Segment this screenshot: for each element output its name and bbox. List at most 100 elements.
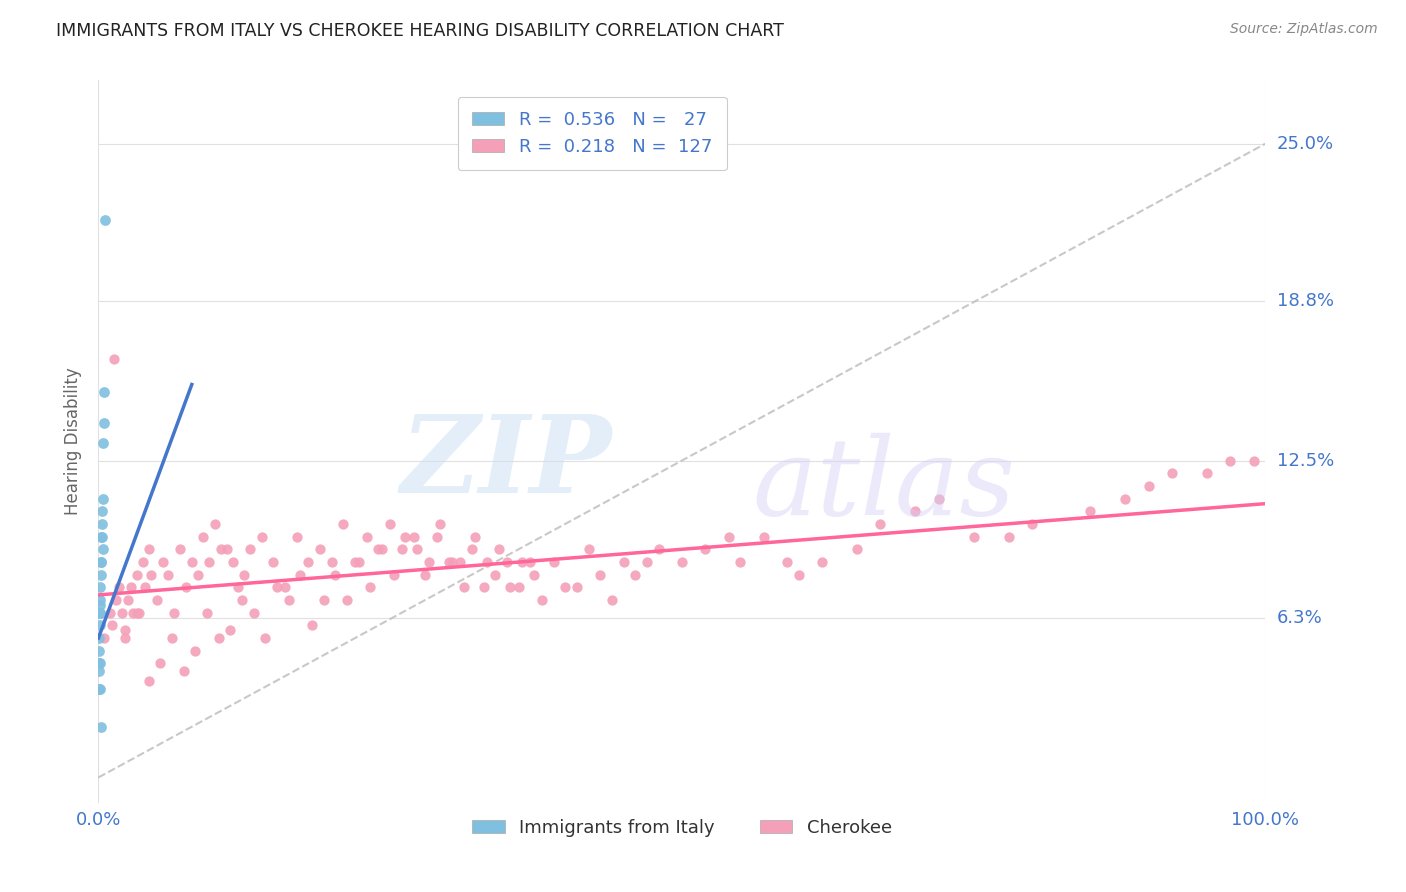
Point (464, 530, 486, 544)
Point (695, 542, 717, 557)
Point (589, 567, 612, 582)
Legend: Immigrants from Italy, Cherokee: Immigrants from Italy, Cherokee (465, 812, 898, 845)
Point (846, 542, 869, 557)
Point (152, 555, 174, 569)
Point (323, 567, 346, 582)
Point (402, 530, 425, 544)
Point (90, 530, 112, 544)
Point (198, 555, 221, 569)
Point (193, 530, 215, 544)
Point (429, 516, 451, 531)
Text: ZIP: ZIP (401, 410, 612, 516)
Point (787, 567, 810, 582)
Point (89, 681, 111, 696)
Text: 25.0%: 25.0% (1277, 135, 1334, 153)
Point (89, 593, 111, 607)
Point (453, 580, 475, 594)
Point (776, 555, 799, 569)
Point (163, 606, 186, 620)
Point (250, 530, 273, 544)
Point (91, 542, 114, 557)
Point (391, 542, 413, 557)
Point (89, 618, 111, 632)
Text: 18.8%: 18.8% (1277, 292, 1333, 310)
Point (578, 542, 600, 557)
Point (565, 580, 588, 594)
Point (382, 567, 405, 582)
Point (1161, 467, 1184, 481)
Point (488, 542, 510, 557)
Point (125, 606, 148, 620)
Point (89, 606, 111, 620)
Point (997, 530, 1019, 544)
Point (134, 580, 156, 594)
Point (332, 516, 354, 531)
Point (128, 606, 150, 620)
Point (499, 580, 522, 594)
Point (301, 618, 323, 632)
Point (149, 657, 172, 671)
Point (277, 593, 299, 607)
Point (600, 593, 623, 607)
Point (254, 631, 277, 645)
Point (195, 606, 218, 620)
Point (1080, 504, 1102, 518)
Point (87, 681, 110, 696)
Point (187, 567, 209, 582)
Point (90, 530, 112, 544)
Point (91, 491, 114, 506)
Point (94, 212, 117, 227)
Point (426, 530, 449, 544)
Point (146, 593, 169, 607)
Point (173, 664, 195, 678)
Point (962, 530, 984, 544)
Point (312, 593, 335, 607)
Point (437, 555, 460, 569)
Point (160, 631, 183, 645)
Point (1243, 453, 1265, 467)
Point (928, 491, 950, 506)
Point (90, 720, 112, 734)
Point (371, 542, 394, 557)
Point (1021, 516, 1043, 531)
Point (519, 555, 541, 569)
Text: atlas: atlas (752, 433, 1015, 538)
Point (180, 555, 202, 569)
Point (209, 542, 232, 557)
Point (1137, 479, 1160, 493)
Point (406, 542, 429, 557)
Point (309, 542, 332, 557)
Point (869, 516, 891, 531)
Point (1219, 453, 1241, 467)
Point (132, 555, 155, 569)
Text: 6.3%: 6.3% (1277, 608, 1322, 627)
Point (117, 593, 139, 607)
Point (90, 504, 112, 518)
Point (543, 555, 565, 569)
Point (344, 555, 367, 569)
Point (510, 555, 533, 569)
Point (98, 606, 121, 620)
Point (671, 555, 693, 569)
Point (394, 530, 416, 544)
Point (228, 580, 250, 594)
Point (231, 593, 253, 607)
Point (523, 567, 546, 582)
Point (122, 606, 145, 620)
Point (359, 580, 381, 594)
Text: IMMIGRANTS FROM ITALY VS CHEROKEE HEARING DISABILITY CORRELATION CHART: IMMIGRANTS FROM ITALY VS CHEROKEE HEARIN… (56, 22, 785, 40)
Point (204, 516, 226, 531)
Point (184, 643, 207, 657)
Text: 12.5%: 12.5% (1277, 451, 1334, 469)
Point (207, 631, 229, 645)
Point (91, 516, 114, 531)
Point (612, 555, 634, 569)
Point (475, 555, 498, 569)
Point (89, 580, 111, 594)
Point (101, 618, 124, 632)
Point (242, 606, 264, 620)
Point (174, 580, 197, 594)
Point (239, 542, 262, 557)
Text: Source: ZipAtlas.com: Source: ZipAtlas.com (1230, 22, 1378, 37)
Point (1114, 491, 1136, 506)
